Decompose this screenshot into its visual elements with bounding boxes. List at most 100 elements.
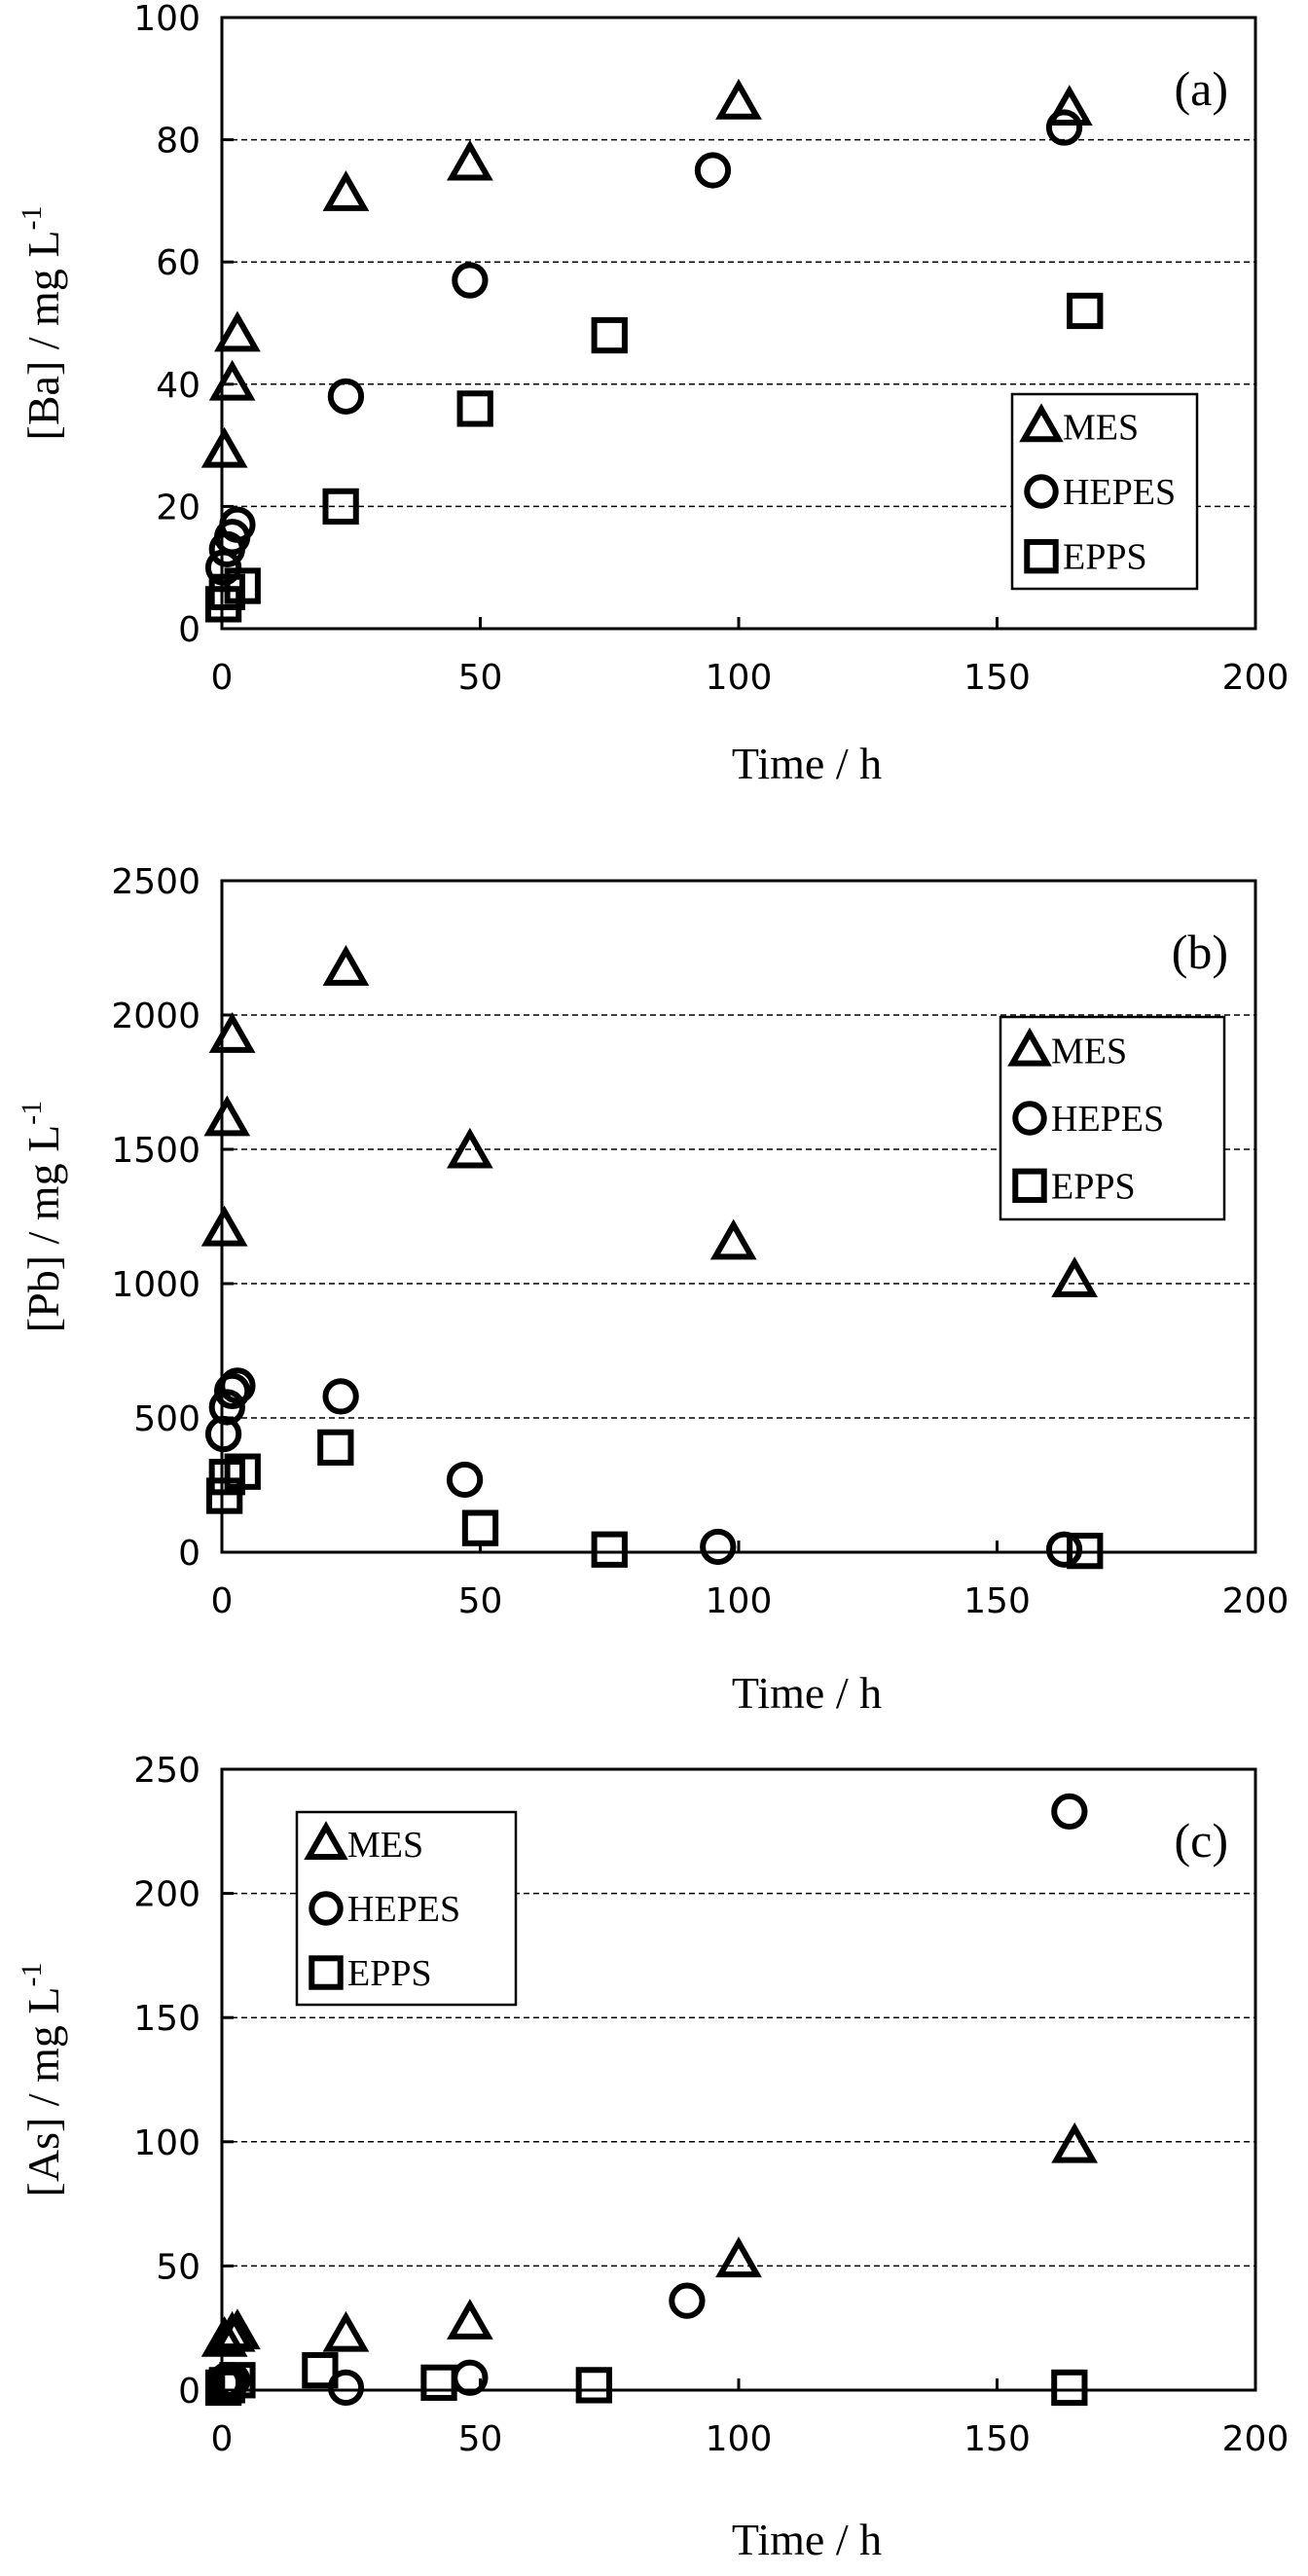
legend-label: EPPS xyxy=(1063,537,1147,578)
y-tick-label: 1500 xyxy=(111,1131,200,1171)
data-point xyxy=(447,139,493,181)
x-tick-label: 200 xyxy=(1222,658,1290,698)
x-tick-label: 150 xyxy=(963,2419,1031,2459)
data-point xyxy=(208,359,256,401)
data-point xyxy=(317,1429,354,1466)
legend: MES HEPES EPPS xyxy=(295,1810,518,2007)
legend-label: MES xyxy=(347,1825,423,1866)
x-tick-label: 0 xyxy=(211,1581,234,1621)
series-epps xyxy=(204,292,1104,623)
data-point xyxy=(214,2308,261,2350)
x-tick-label: 200 xyxy=(1222,1581,1290,1621)
data-point xyxy=(694,152,732,189)
data-point xyxy=(447,1127,493,1169)
legend-marker xyxy=(1012,1168,1047,1204)
x-axis-title: Time / h xyxy=(732,739,882,788)
y-axis-title: [Pb] / mg L-1 xyxy=(16,1101,68,1332)
data-point xyxy=(213,1372,251,1410)
x-tick-label: 50 xyxy=(458,658,503,698)
data-point xyxy=(1051,2122,1099,2163)
x-tick-label: 0 xyxy=(211,2419,234,2459)
data-point xyxy=(575,2367,612,2404)
data-point xyxy=(715,2236,762,2278)
y-tick-label: 80 xyxy=(156,122,200,162)
x-tick-label: 100 xyxy=(706,1581,773,1621)
data-point xyxy=(452,2359,489,2396)
data-point xyxy=(327,378,365,415)
legend-label: EPPS xyxy=(1051,1166,1136,1207)
data-point xyxy=(322,488,359,526)
y-axis-title-superscript: -1 xyxy=(16,1101,48,1125)
legend-marker xyxy=(1024,474,1059,509)
data-point xyxy=(1067,1532,1104,1570)
y-tick-label: 0 xyxy=(178,610,200,650)
data-point xyxy=(446,1461,484,1499)
data-point xyxy=(208,2367,245,2404)
data-point xyxy=(1045,109,1083,146)
y-tick-label: 50 xyxy=(156,2247,200,2287)
legend: MES HEPES EPPS xyxy=(999,1015,1226,1221)
series-hepes xyxy=(204,109,1083,586)
y-axis-title-superscript: -1 xyxy=(16,206,48,231)
chart-panel-b: 0 500 1000 1500 2000 2500 0 50 100 150 200 Time / h… xyxy=(16,862,1289,1718)
x-tick-label: 150 xyxy=(963,1581,1031,1621)
panel-label: (a) xyxy=(1175,61,1229,116)
data-point xyxy=(322,1378,359,1415)
legend-marker xyxy=(1012,1101,1047,1136)
legend-label: HEPES xyxy=(347,1889,460,1930)
y-tick-label: 250 xyxy=(133,1751,200,1791)
y-axis-title: [As] / mg L-1 xyxy=(16,1963,68,2197)
y-tick-label: 2500 xyxy=(111,862,200,902)
series-mes xyxy=(200,78,1093,468)
data-point xyxy=(461,1509,499,1546)
data-point xyxy=(1051,1793,1088,1831)
legend-label: EPPS xyxy=(347,1953,432,1994)
y-tick-label: 1000 xyxy=(111,1265,200,1305)
series-mes xyxy=(200,945,1099,1298)
data-point xyxy=(214,310,261,352)
data-point xyxy=(420,2364,457,2401)
y-tick-label: 100 xyxy=(133,2123,200,2163)
x-axis-title: Time / h xyxy=(732,1668,882,1718)
x-tick-label: 100 xyxy=(706,2419,773,2459)
data-point xyxy=(591,1531,628,1568)
data-point xyxy=(591,316,628,354)
data-point xyxy=(200,1205,248,1247)
y-tick-label: 150 xyxy=(133,1999,200,2039)
data-point xyxy=(322,170,370,211)
data-point xyxy=(322,2310,370,2352)
data-point xyxy=(219,1367,256,1404)
y-tick-label: 2000 xyxy=(111,997,200,1036)
x-axis-title: Time / h xyxy=(732,2515,882,2564)
data-point xyxy=(709,1218,757,1260)
data-point xyxy=(302,2351,339,2389)
y-tick-label: 100 xyxy=(133,0,200,39)
data-point xyxy=(200,2315,248,2357)
data-point xyxy=(669,2282,706,2319)
legend-marker xyxy=(1019,403,1064,443)
data-point xyxy=(219,2362,256,2399)
series-epps xyxy=(206,1429,1104,1570)
x-tick-label: 150 xyxy=(963,658,1031,698)
data-point xyxy=(1067,292,1104,330)
legend-frame xyxy=(1010,392,1199,591)
legend-label: HEPES xyxy=(1051,1099,1164,1140)
data-point xyxy=(203,1095,251,1137)
y-axis-title-superscript: -1 xyxy=(16,1963,48,1987)
legend: MES HEPES EPPS xyxy=(1010,392,1199,591)
data-point xyxy=(224,567,261,604)
data-point xyxy=(204,586,242,623)
x-tick-label: 0 xyxy=(211,658,234,698)
series-epps xyxy=(204,2351,1088,2407)
panel-label: (b) xyxy=(1172,925,1228,979)
x-tick-label: 200 xyxy=(1222,2419,1290,2459)
legend-marker xyxy=(309,1955,344,1990)
legend-marker xyxy=(309,1891,344,1926)
chart-panel-a: 0 20 40 60 80 100 0 50 100 150 200 Time / h [Ba] / m… xyxy=(16,0,1289,788)
legend-marker xyxy=(1007,1027,1052,1067)
data-point xyxy=(715,78,762,120)
y-tick-label: 500 xyxy=(133,1399,200,1439)
series-hepes xyxy=(204,1367,1083,1568)
x-tick-label: 50 xyxy=(458,2419,503,2459)
